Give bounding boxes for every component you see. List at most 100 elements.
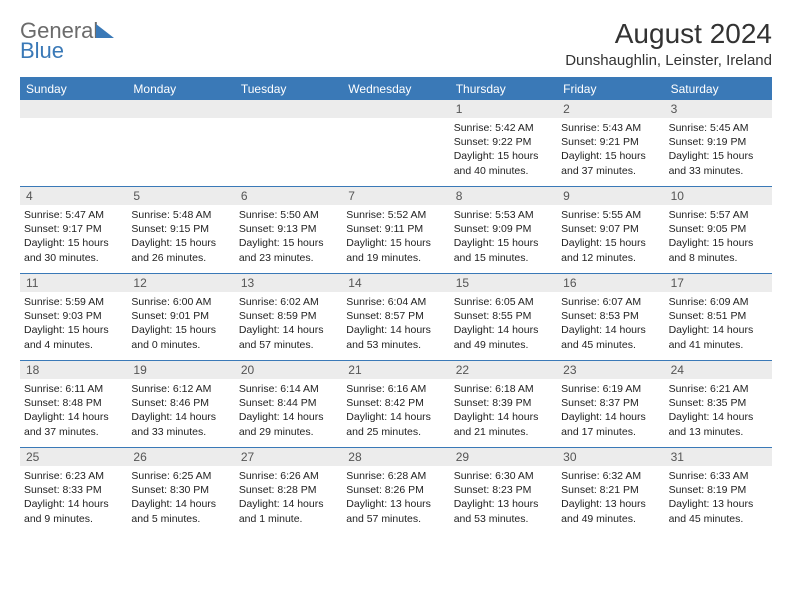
day-header-wed: Wednesday	[342, 78, 449, 100]
daylight-line: Daylight: 13 hours and 45 minutes.	[669, 497, 768, 525]
sunrise-line: Sunrise: 5:59 AM	[24, 295, 123, 309]
sunrise-line: Sunrise: 5:55 AM	[561, 208, 660, 222]
daylight-line: Daylight: 14 hours and 9 minutes.	[24, 497, 123, 525]
day-number: 21	[342, 361, 449, 379]
sunset-line: Sunset: 8:51 PM	[669, 309, 768, 323]
daylight-line: Daylight: 15 hours and 37 minutes.	[561, 149, 660, 177]
sunrise-line: Sunrise: 5:57 AM	[669, 208, 768, 222]
sunrise-line: Sunrise: 6:07 AM	[561, 295, 660, 309]
day-number: 17	[665, 274, 772, 292]
day-cell: 22Sunrise: 6:18 AMSunset: 8:39 PMDayligh…	[450, 361, 557, 447]
sunrise-line: Sunrise: 5:52 AM	[346, 208, 445, 222]
sunset-line: Sunset: 9:21 PM	[561, 135, 660, 149]
daylight-line: Daylight: 14 hours and 45 minutes.	[561, 323, 660, 351]
sunrise-line: Sunrise: 6:04 AM	[346, 295, 445, 309]
sunrise-line: Sunrise: 6:19 AM	[561, 382, 660, 396]
sunrise-line: Sunrise: 6:26 AM	[239, 469, 338, 483]
daylight-line: Daylight: 15 hours and 8 minutes.	[669, 236, 768, 264]
day-cell: 27Sunrise: 6:26 AMSunset: 8:28 PMDayligh…	[235, 448, 342, 534]
sunrise-line: Sunrise: 6:32 AM	[561, 469, 660, 483]
day-cell: 10 Sunrise: 5:57 AMSunset: 9:05 PMDayligh…	[665, 187, 772, 273]
day-cell: 5Sunrise: 5:48 AMSunset: 9:15 PMDaylight…	[127, 187, 234, 273]
day-cell: 12Sunrise: 6:00 AMSunset: 9:01 PMDayligh…	[127, 274, 234, 360]
sunrise-line: Sunrise: 6:18 AM	[454, 382, 553, 396]
day-number: 12	[127, 274, 234, 292]
day-number: 8	[450, 187, 557, 205]
day-number: 31	[665, 448, 772, 466]
day-header-thu: Thursday	[450, 78, 557, 100]
day-number: 23	[557, 361, 664, 379]
day-cell	[127, 100, 234, 186]
sunrise-line: Sunrise: 6:23 AM	[24, 469, 123, 483]
sunset-line: Sunset: 8:53 PM	[561, 309, 660, 323]
daylight-line: Daylight: 13 hours and 49 minutes.	[561, 497, 660, 525]
sunrise-line: Sunrise: 6:11 AM	[24, 382, 123, 396]
title-block: August 2024 Dunshaughlin, Leinster, Irel…	[565, 18, 772, 69]
day-number	[20, 100, 127, 118]
daylight-line: Daylight: 15 hours and 0 minutes.	[131, 323, 230, 351]
sunrise-line: Sunrise: 6:09 AM	[669, 295, 768, 309]
day-number: 20	[235, 361, 342, 379]
daylight-line: Daylight: 15 hours and 23 minutes.	[239, 236, 338, 264]
sunset-line: Sunset: 8:21 PM	[561, 483, 660, 497]
sunset-line: Sunset: 8:26 PM	[346, 483, 445, 497]
sunset-line: Sunset: 9:19 PM	[669, 135, 768, 149]
day-number: 4	[20, 187, 127, 205]
sunrise-line: Sunrise: 5:43 AM	[561, 121, 660, 135]
weeks: 1Sunrise: 5:42 AMSunset: 9:22 PMDaylight…	[20, 100, 772, 534]
day-cell: 30Sunrise: 6:32 AMSunset: 8:21 PMDayligh…	[557, 448, 664, 534]
week-row: 1Sunrise: 5:42 AMSunset: 9:22 PMDaylight…	[20, 100, 772, 186]
day-number	[235, 100, 342, 118]
daylight-line: Daylight: 14 hours and 1 minute.	[239, 497, 338, 525]
day-cell: 21Sunrise: 6:16 AMSunset: 8:42 PMDayligh…	[342, 361, 449, 447]
daylight-line: Daylight: 14 hours and 53 minutes.	[346, 323, 445, 351]
day-header-sat: Saturday	[665, 78, 772, 100]
day-number: 25	[20, 448, 127, 466]
day-number: 24	[665, 361, 772, 379]
day-cell: 8Sunrise: 5:53 AMSunset: 9:09 PMDaylight…	[450, 187, 557, 273]
day-cell: 18Sunrise: 6:11 AMSunset: 8:48 PMDayligh…	[20, 361, 127, 447]
sunrise-line: Sunrise: 6:33 AM	[669, 469, 768, 483]
day-cell: 31Sunrise: 6:33 AMSunset: 8:19 PMDayligh…	[665, 448, 772, 534]
logo: General Blue	[20, 18, 114, 64]
sunset-line: Sunset: 8:46 PM	[131, 396, 230, 410]
location: Dunshaughlin, Leinster, Ireland	[565, 52, 772, 69]
day-header-sun: Sunday	[20, 78, 127, 100]
day-cell: 26Sunrise: 6:25 AMSunset: 8:30 PMDayligh…	[127, 448, 234, 534]
day-cell: 16Sunrise: 6:07 AMSunset: 8:53 PMDayligh…	[557, 274, 664, 360]
day-cell: 11Sunrise: 5:59 AMSunset: 9:03 PMDayligh…	[20, 274, 127, 360]
day-cell: 15Sunrise: 6:05 AMSunset: 8:55 PMDayligh…	[450, 274, 557, 360]
day-cell: 28Sunrise: 6:28 AMSunset: 8:26 PMDayligh…	[342, 448, 449, 534]
sunrise-line: Sunrise: 6:25 AM	[131, 469, 230, 483]
day-number: 28	[342, 448, 449, 466]
sunset-line: Sunset: 8:55 PM	[454, 309, 553, 323]
header: General Blue August 2024 Dunshaughlin, L…	[20, 18, 772, 69]
sunrise-line: Sunrise: 6:02 AM	[239, 295, 338, 309]
day-cell: 13Sunrise: 6:02 AMSunset: 8:59 PMDayligh…	[235, 274, 342, 360]
day-number: 3	[665, 100, 772, 118]
daylight-line: Daylight: 14 hours and 57 minutes.	[239, 323, 338, 351]
sunset-line: Sunset: 9:13 PM	[239, 222, 338, 236]
sunset-line: Sunset: 9:15 PM	[131, 222, 230, 236]
daylight-line: Daylight: 14 hours and 21 minutes.	[454, 410, 553, 438]
day-number: 9	[557, 187, 664, 205]
daylight-line: Daylight: 15 hours and 30 minutes.	[24, 236, 123, 264]
daylight-line: Daylight: 15 hours and 4 minutes.	[24, 323, 123, 351]
day-number: 10	[665, 187, 772, 205]
day-cell	[20, 100, 127, 186]
sunrise-line: Sunrise: 5:50 AM	[239, 208, 338, 222]
day-cell: 1Sunrise: 5:42 AMSunset: 9:22 PMDaylight…	[450, 100, 557, 186]
sunset-line: Sunset: 9:03 PM	[24, 309, 123, 323]
sunset-line: Sunset: 9:09 PM	[454, 222, 553, 236]
sunrise-line: Sunrise: 6:30 AM	[454, 469, 553, 483]
day-number: 7	[342, 187, 449, 205]
daylight-line: Daylight: 14 hours and 29 minutes.	[239, 410, 338, 438]
sunset-line: Sunset: 8:57 PM	[346, 309, 445, 323]
sunset-line: Sunset: 9:05 PM	[669, 222, 768, 236]
sunrise-line: Sunrise: 5:45 AM	[669, 121, 768, 135]
daylight-line: Daylight: 14 hours and 17 minutes.	[561, 410, 660, 438]
sunrise-line: Sunrise: 6:12 AM	[131, 382, 230, 396]
day-cell: 23Sunrise: 6:19 AMSunset: 8:37 PMDayligh…	[557, 361, 664, 447]
daylight-line: Daylight: 14 hours and 49 minutes.	[454, 323, 553, 351]
sunset-line: Sunset: 8:39 PM	[454, 396, 553, 410]
